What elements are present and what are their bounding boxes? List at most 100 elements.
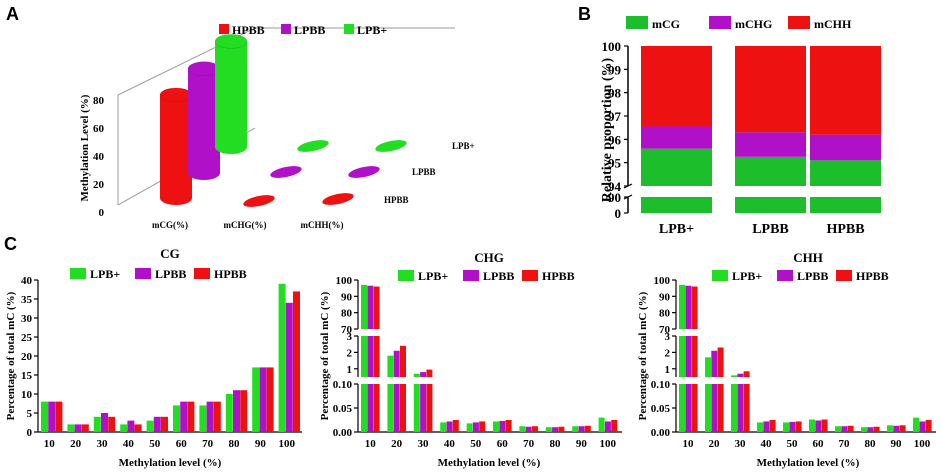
y-tick-label: 10 xyxy=(21,389,33,401)
bar-HPBB xyxy=(873,426,880,432)
bar-LPB+ xyxy=(679,384,685,432)
bar-LPBB xyxy=(578,426,585,432)
bar-segment-mCHG xyxy=(641,126,712,149)
bar-LPB+ xyxy=(705,384,711,432)
x-tick-label: 90 xyxy=(255,438,267,450)
y-tick-label: 94 xyxy=(608,179,622,194)
x-category-label: mCHG(%) xyxy=(224,220,267,230)
bar-LPBB xyxy=(737,373,744,377)
legend-label: LPB+ xyxy=(90,267,120,281)
legend-swatch xyxy=(194,268,210,279)
bar-LPBB xyxy=(711,384,718,432)
y-tick-label: 90 xyxy=(608,190,621,205)
depth-label: LPBB xyxy=(412,167,436,177)
bar-segment-mCHG xyxy=(810,134,881,161)
bar-LPB+ xyxy=(146,420,154,432)
bar-LPBB xyxy=(604,421,611,432)
bar-HPBB xyxy=(213,401,221,432)
bar-HPBB xyxy=(426,384,433,432)
bar-HPBB xyxy=(558,426,565,432)
legend-label: LPB+ xyxy=(418,269,448,283)
bar-HPBB xyxy=(426,369,433,377)
y-axis-title: Percentage of total mC (%) xyxy=(319,291,331,420)
x-tick-label: 100 xyxy=(279,438,296,450)
bar-LPB+ xyxy=(173,405,180,432)
bar-HPBB xyxy=(743,371,750,377)
bar-LPBB xyxy=(420,384,427,432)
x-tick-label: 90 xyxy=(576,438,588,450)
bar-LPB+ xyxy=(387,384,394,432)
bar-segment-mCG xyxy=(641,197,712,213)
bar-LPBB xyxy=(499,420,506,432)
bar-segment-mCG xyxy=(810,197,881,213)
y-tick-label: 80 xyxy=(341,308,353,320)
bar-HPBB xyxy=(373,336,380,377)
bar-LPB+ xyxy=(679,336,685,377)
bar-segment-mCHH xyxy=(735,46,806,133)
legend-swatch xyxy=(777,270,793,281)
bar-LPBB xyxy=(919,421,926,432)
bar-LPB+ xyxy=(545,427,552,432)
legend-label: LPB+ xyxy=(732,269,762,283)
bar-LPBB xyxy=(367,285,374,329)
legend-label: mCHG xyxy=(735,17,772,31)
y-tick-label: 98 xyxy=(608,86,622,101)
bar-LPBB xyxy=(841,426,848,432)
bar-LPB+ xyxy=(757,422,763,432)
x-tick-label: 50 xyxy=(149,438,161,450)
legend-swatch xyxy=(709,16,731,29)
bar-LPBB xyxy=(789,421,796,432)
x-category-label: mCG(%) xyxy=(152,220,188,230)
y-tick-label: 3 xyxy=(665,331,671,343)
bar-HPBB xyxy=(55,401,63,432)
y-tick-label: 70 xyxy=(659,324,671,336)
x-tick-label: 30 xyxy=(97,438,109,450)
bar-HPBB xyxy=(400,384,406,432)
legend-label: LPBB xyxy=(294,23,325,37)
legend-label: mCHH xyxy=(814,17,852,31)
bar-LPB+ xyxy=(387,355,394,377)
legend-label: HPBB xyxy=(856,269,889,283)
bar-LPBB xyxy=(867,427,874,432)
bar-HPBB xyxy=(717,347,724,377)
bar-LPB+ xyxy=(913,417,919,432)
bar-cylinder-LPB+ xyxy=(215,41,247,154)
bar-LPBB xyxy=(285,302,293,432)
bar-LPB+ xyxy=(835,426,841,432)
x-tick-label: 60 xyxy=(176,438,188,450)
bar-LPB+ xyxy=(361,384,367,432)
bar-segment-mCG xyxy=(735,197,806,213)
bar-disc-LPBB xyxy=(348,166,380,178)
x-category-label: LPB+ xyxy=(659,222,694,237)
bar-LPBB xyxy=(153,416,161,432)
bar-HPBB xyxy=(81,424,89,432)
x-tick-label: 100 xyxy=(600,438,617,450)
chart-title: CG xyxy=(160,246,180,261)
y-tick-label: 90 xyxy=(341,291,353,303)
bar-HPBB xyxy=(134,424,142,432)
legend-label: LPB+ xyxy=(357,23,387,37)
legend-label: LPBB xyxy=(155,267,186,281)
bar-LPBB xyxy=(420,372,427,377)
legend-swatch xyxy=(70,268,86,279)
y-tick-label: 15 xyxy=(21,370,33,382)
bar-LPBB xyxy=(206,401,214,432)
bar-disc-LPB+ xyxy=(297,140,329,152)
bar-HPBB xyxy=(452,420,459,432)
y-tick-label: 0.00 xyxy=(333,427,353,439)
bar-LPB+ xyxy=(466,423,473,432)
bar-HPBB xyxy=(505,420,512,432)
bar-HPBB xyxy=(584,425,591,432)
panel-label-a: A xyxy=(6,4,19,24)
bar-segment-mCHH xyxy=(641,46,712,127)
bar-LPBB xyxy=(711,350,718,377)
y-tick-label: 80 xyxy=(93,95,105,107)
x-tick-label: 20 xyxy=(70,438,82,450)
y-tick-label: 25 xyxy=(21,332,33,344)
bar-LPB+ xyxy=(278,283,286,432)
legend-label: HPBB xyxy=(542,269,575,283)
x-axis-title: Methylation level (%) xyxy=(119,457,222,469)
legend-swatch xyxy=(398,270,414,281)
bar-HPBB xyxy=(611,420,618,432)
bar-HPBB xyxy=(691,384,698,432)
